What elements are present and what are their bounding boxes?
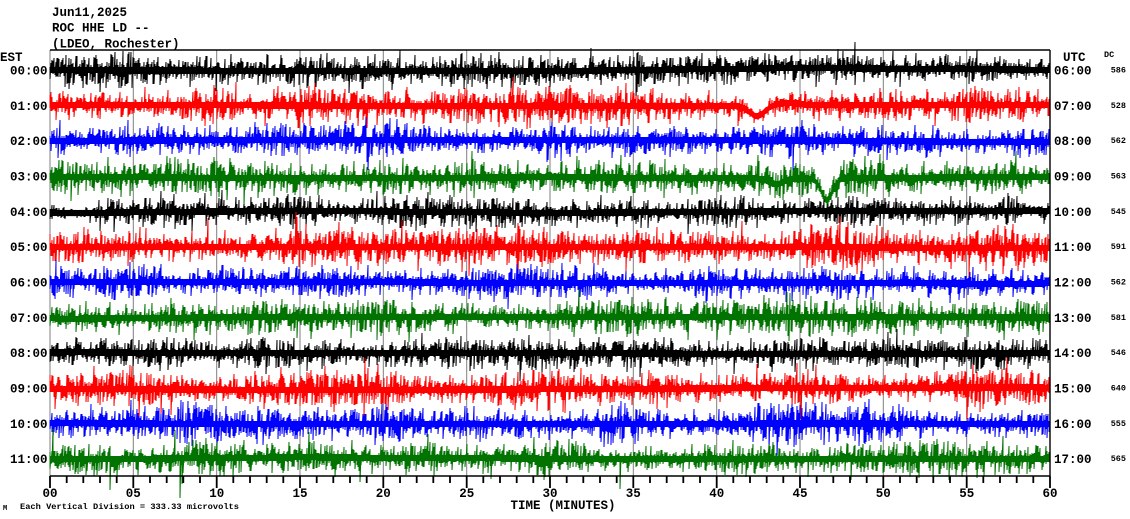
svg-text:12:00: 12:00 [1054, 277, 1092, 291]
svg-text:30: 30 [542, 487, 557, 501]
svg-text:06:00: 06:00 [10, 277, 48, 291]
svg-text:09:00: 09:00 [10, 383, 48, 397]
svg-text:05: 05 [126, 487, 141, 501]
svg-text:586: 586 [1111, 66, 1126, 76]
svg-text:Each Vertical Division = 333.: Each Vertical Division = 333.33 microvol… [20, 502, 239, 512]
svg-text:16:00: 16:00 [1054, 418, 1092, 432]
svg-text:15: 15 [292, 487, 307, 501]
svg-text:10:00: 10:00 [1054, 206, 1092, 220]
svg-text:591: 591 [1111, 242, 1126, 252]
svg-text:10:00: 10:00 [10, 418, 48, 432]
svg-text:00: 00 [42, 487, 57, 501]
svg-text:35: 35 [626, 487, 641, 501]
svg-text:50: 50 [876, 487, 891, 501]
svg-text:581: 581 [1111, 313, 1126, 323]
svg-text:15:00: 15:00 [1054, 383, 1092, 397]
svg-text:17:00: 17:00 [1054, 453, 1092, 467]
svg-text:08:00: 08:00 [1054, 135, 1092, 149]
svg-text:00:00: 00:00 [10, 65, 48, 79]
svg-text:02:00: 02:00 [10, 135, 48, 149]
svg-text:565: 565 [1111, 454, 1126, 464]
svg-text:60: 60 [1042, 487, 1057, 501]
svg-text:563: 563 [1111, 172, 1126, 182]
svg-text:14:00: 14:00 [1054, 347, 1092, 361]
svg-text:Jun11,2025: Jun11,2025 [52, 6, 127, 20]
svg-text:562: 562 [1111, 136, 1126, 146]
svg-text:640: 640 [1111, 384, 1126, 394]
svg-text:13:00: 13:00 [1054, 312, 1092, 326]
svg-text:528: 528 [1111, 101, 1126, 111]
svg-text:09:00: 09:00 [1054, 171, 1092, 185]
svg-text:EST: EST [0, 51, 23, 65]
svg-text:545: 545 [1111, 207, 1126, 217]
svg-text:06:00: 06:00 [1054, 65, 1092, 79]
svg-text:05:00: 05:00 [10, 241, 48, 255]
svg-text:11:00: 11:00 [1054, 241, 1092, 255]
svg-text:40: 40 [709, 487, 724, 501]
svg-text:45: 45 [792, 487, 807, 501]
svg-text:04:00: 04:00 [10, 206, 48, 220]
svg-text:562: 562 [1111, 278, 1126, 288]
svg-text:TIME (MINUTES): TIME (MINUTES) [510, 499, 615, 513]
svg-text:DC: DC [1104, 50, 1114, 60]
svg-text:(LDEO, Rochester): (LDEO, Rochester) [52, 38, 180, 52]
svg-text:55: 55 [959, 487, 974, 501]
svg-text:M: M [3, 505, 7, 513]
svg-text:546: 546 [1111, 348, 1126, 358]
svg-text:UTC: UTC [1063, 51, 1086, 65]
svg-text:01:00: 01:00 [10, 100, 48, 114]
svg-text:07:00: 07:00 [10, 312, 48, 326]
svg-text:11:00: 11:00 [10, 453, 48, 467]
svg-text:07:00: 07:00 [1054, 100, 1092, 114]
svg-text:555: 555 [1111, 419, 1126, 429]
svg-text:20: 20 [376, 487, 391, 501]
svg-text:03:00: 03:00 [10, 171, 48, 185]
svg-text:10: 10 [209, 487, 224, 501]
svg-text:25: 25 [459, 487, 474, 501]
svg-text:ROC HHE LD --: ROC HHE LD -- [52, 22, 150, 36]
svg-text:08:00: 08:00 [10, 347, 48, 361]
